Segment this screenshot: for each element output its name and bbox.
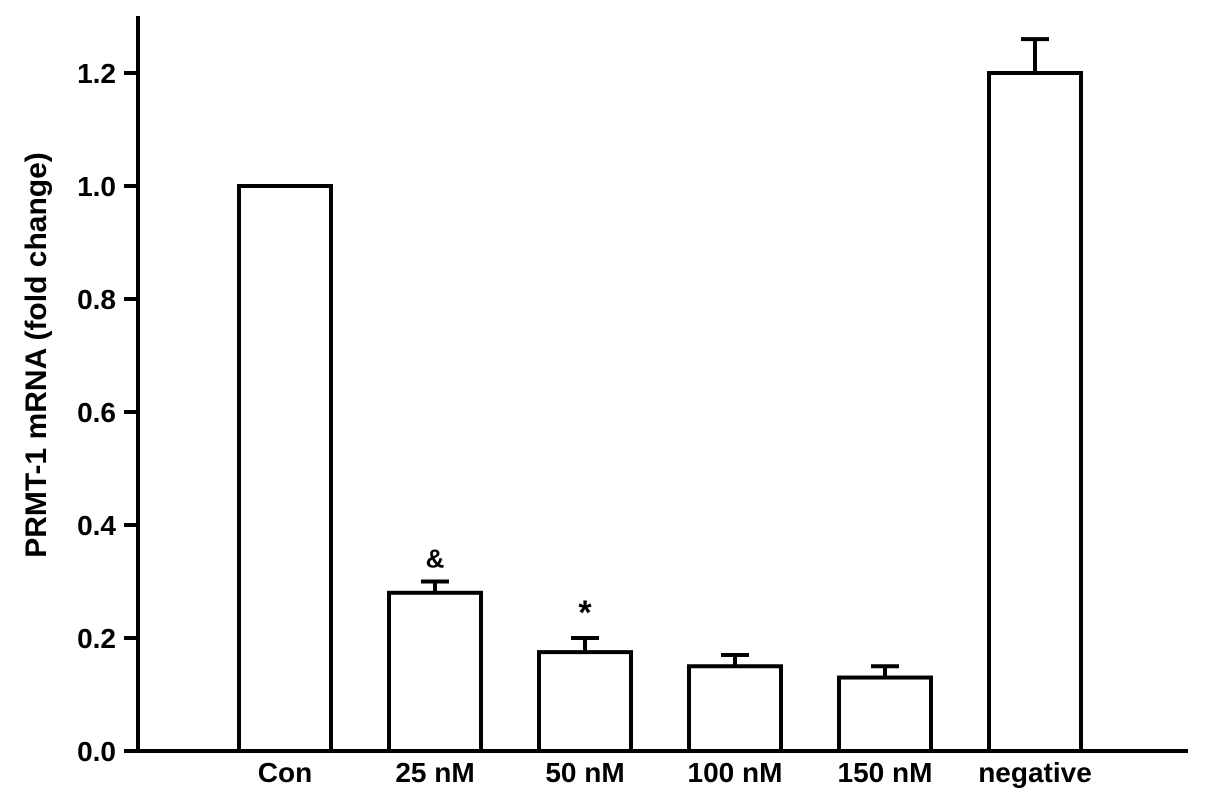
bars: &* (237, 37, 1083, 753)
y-tick-label: 0.8 (77, 284, 116, 315)
y-axis: 0.0 0.2 0.4 0.6 0.8 1.0 1.2 (77, 16, 140, 767)
bar (837, 675, 933, 753)
x-tick-label: Con (258, 757, 312, 788)
y-tick-label: 0.0 (77, 736, 116, 767)
y-axis-label: PRMT-1 mRNA (fold change) (20, 152, 53, 558)
y-tick-label: 0.6 (77, 397, 116, 428)
bar (237, 184, 333, 753)
x-tick-label: 25 nM (395, 757, 474, 788)
bar (987, 71, 1083, 753)
bar (687, 664, 783, 753)
x-tick-label: 100 nM (688, 757, 783, 788)
x-tick-label: 150 nM (838, 757, 933, 788)
x-tick-label: negative (978, 757, 1092, 788)
y-tick-label: 0.2 (77, 623, 116, 654)
bar (537, 650, 633, 753)
x-tick-labels: Con 25 nM 50 nM 100 nM 150 nM negative (258, 757, 1092, 788)
y-tick-label: 0.4 (77, 510, 116, 541)
bar (387, 590, 483, 753)
y-tick-label: 1.2 (77, 58, 116, 89)
y-tick-label: 1.0 (77, 171, 116, 202)
significance-marker: & (426, 544, 445, 574)
y-ticks: 0.0 0.2 0.4 0.6 0.8 1.0 1.2 (77, 58, 138, 767)
significance-marker: * (578, 594, 592, 632)
x-axis: Con 25 nM 50 nM 100 nM 150 nM negative (136, 749, 1188, 788)
x-tick-label: 50 nM (545, 757, 624, 788)
